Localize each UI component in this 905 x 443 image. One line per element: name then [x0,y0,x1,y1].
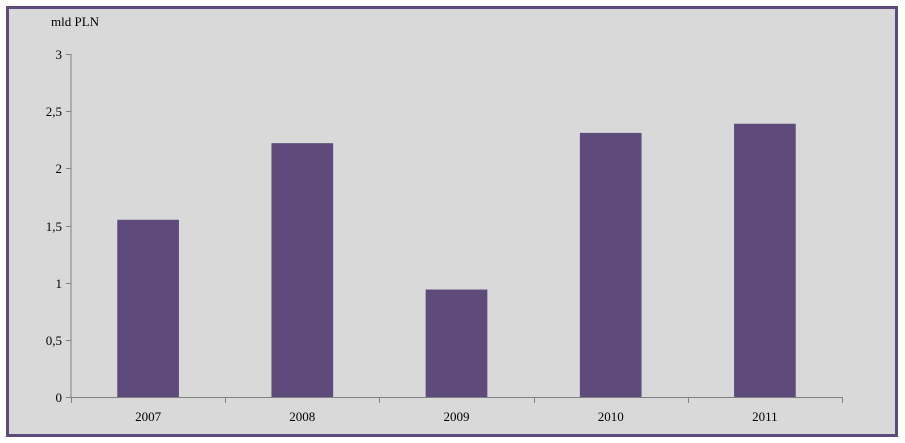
bar-2007 [117,219,179,397]
chart-frame: 0 0,5 1 1,5 2 2,5 3 2007 2008 2009 2010 2011 mld P… [6,6,898,437]
y-tick-label: 2,5 [46,104,62,119]
y-tick-label: 1 [56,276,63,291]
x-tick-label: 2010 [598,409,624,424]
y-tick-label: 0 [56,390,63,405]
y-tick-label: 1,5 [46,219,62,234]
y-tick-label: 3 [56,47,63,62]
bar-2008 [271,143,334,397]
bars [117,123,796,397]
bar-2011 [734,123,796,397]
y-axis: 0 0,5 1 1,5 2 2,5 3 [46,47,72,405]
x-tick-label: 2008 [289,409,315,424]
y-axis-title: mld PLN [51,14,100,29]
bar-2010 [579,132,642,397]
bar-chart: 0 0,5 1 1,5 2 2,5 3 2007 2008 2009 2010 2011 mld P… [46,14,843,424]
x-tick-label: 2011 [752,409,778,424]
y-tick-label: 0,5 [46,333,62,348]
x-tick-label: 2007 [135,409,162,424]
y-tick-label: 2 [56,161,63,176]
x-axis: 2007 2008 2009 2010 2011 [71,397,843,424]
x-tick-label: 2009 [444,409,470,424]
bar-2009 [425,289,488,397]
